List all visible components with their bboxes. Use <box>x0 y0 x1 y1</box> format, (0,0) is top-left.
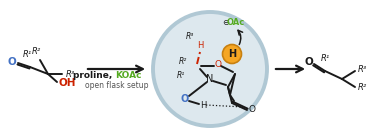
Text: proline,: proline, <box>73 71 116 80</box>
Text: OH: OH <box>58 78 76 88</box>
Text: R³: R³ <box>65 70 74 79</box>
Text: N: N <box>206 74 214 84</box>
Text: R¹: R¹ <box>22 49 32 59</box>
Text: open flask setup: open flask setup <box>85 80 148 90</box>
Text: O: O <box>248 106 256 115</box>
Text: OAc: OAc <box>227 18 245 27</box>
Text: ⊖: ⊖ <box>223 18 229 27</box>
Text: O: O <box>214 59 222 69</box>
Text: O: O <box>8 57 16 67</box>
FancyArrowPatch shape <box>238 30 243 44</box>
Text: R³: R³ <box>186 32 194 40</box>
Text: R²: R² <box>357 84 367 92</box>
Text: H: H <box>228 49 236 59</box>
Text: O: O <box>305 57 313 67</box>
Text: R²: R² <box>31 47 40 55</box>
Circle shape <box>223 44 242 64</box>
Text: R³: R³ <box>357 64 367 74</box>
Text: R²: R² <box>179 56 187 65</box>
Text: KOAc: KOAc <box>116 71 142 80</box>
Text: O: O <box>181 94 189 104</box>
Text: H: H <box>197 40 203 49</box>
Text: R¹: R¹ <box>177 70 185 80</box>
Text: H: H <box>200 100 206 110</box>
Text: R¹: R¹ <box>321 54 330 63</box>
Circle shape <box>153 12 267 126</box>
